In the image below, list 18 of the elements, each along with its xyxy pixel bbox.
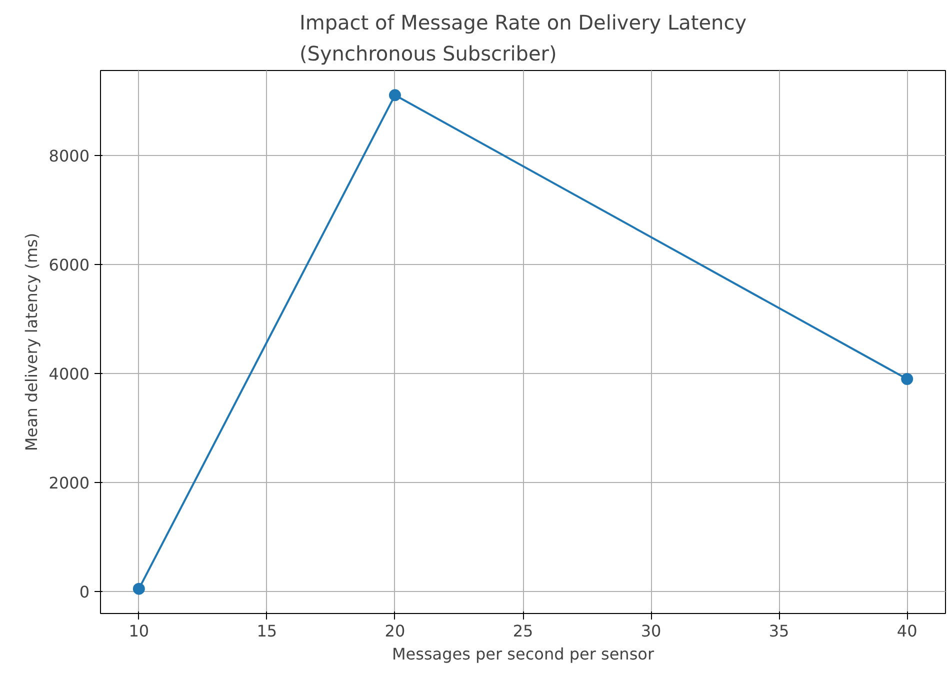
chart-title: Impact of Message Rate on Delivery Latency (Synchronous Subscriber) — [299, 10, 747, 66]
y-tick-label: 6000 — [48, 256, 90, 275]
point — [132, 582, 145, 595]
y-tick-label: 2000 — [48, 474, 90, 493]
x-tick-label: 25 — [512, 622, 534, 640]
y-tick-label: 0 — [79, 582, 90, 602]
y-tick-label: 4000 — [48, 364, 90, 384]
x-tick-label: 40 — [896, 622, 918, 640]
point — [901, 373, 914, 386]
x-tick-label: 20 — [384, 622, 406, 640]
x-tick-label: 10 — [128, 622, 150, 640]
y-tick-label: 8000 — [48, 146, 90, 166]
x-tick-label: 30 — [640, 622, 662, 640]
x-tick-label: 35 — [768, 622, 790, 640]
x-tick-label: 15 — [256, 622, 278, 640]
point — [388, 89, 401, 102]
x-axis-title: Messages per second per sensor — [392, 644, 654, 664]
y-axis-title: Mean delivery latency (ms) — [22, 232, 41, 452]
